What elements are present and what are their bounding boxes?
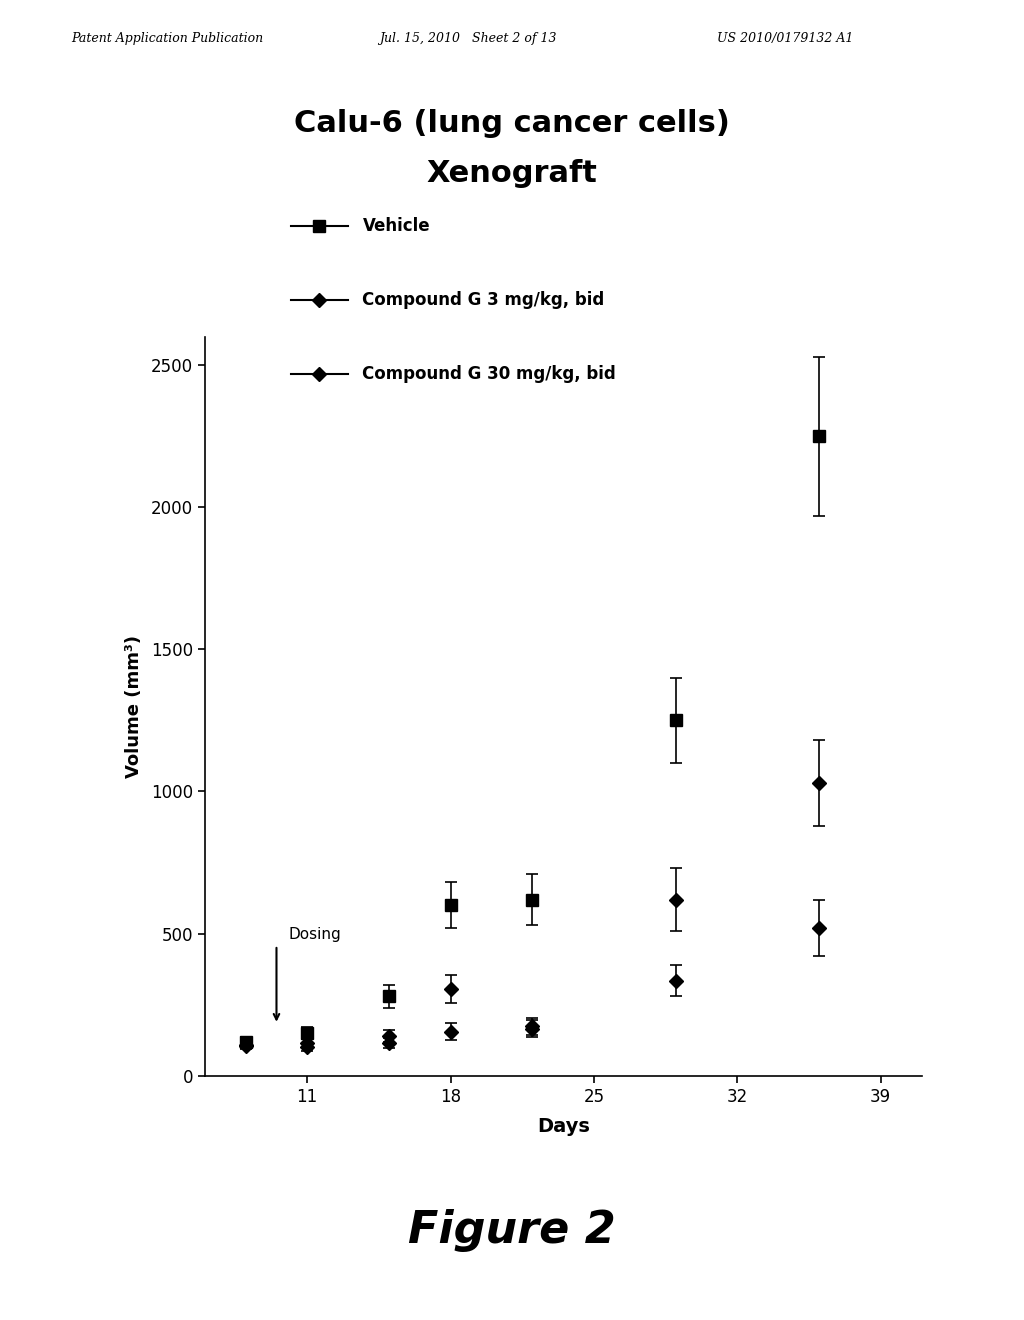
Text: Patent Application Publication: Patent Application Publication bbox=[72, 32, 264, 45]
Text: Dosing: Dosing bbox=[289, 928, 342, 942]
Text: Figure 2: Figure 2 bbox=[409, 1209, 615, 1253]
Text: Compound G 30 mg/kg, bid: Compound G 30 mg/kg, bid bbox=[362, 364, 616, 383]
Text: Calu-6 (lung cancer cells): Calu-6 (lung cancer cells) bbox=[294, 110, 730, 139]
Text: Xenograft: Xenograft bbox=[427, 160, 597, 189]
Text: Compound G 3 mg/kg, bid: Compound G 3 mg/kg, bid bbox=[362, 290, 605, 309]
Text: US 2010/0179132 A1: US 2010/0179132 A1 bbox=[717, 32, 853, 45]
Y-axis label: Volume (mm³): Volume (mm³) bbox=[125, 635, 142, 777]
Text: Jul. 15, 2010   Sheet 2 of 13: Jul. 15, 2010 Sheet 2 of 13 bbox=[379, 32, 556, 45]
X-axis label: Days: Days bbox=[537, 1117, 590, 1135]
Text: Vehicle: Vehicle bbox=[362, 216, 430, 235]
